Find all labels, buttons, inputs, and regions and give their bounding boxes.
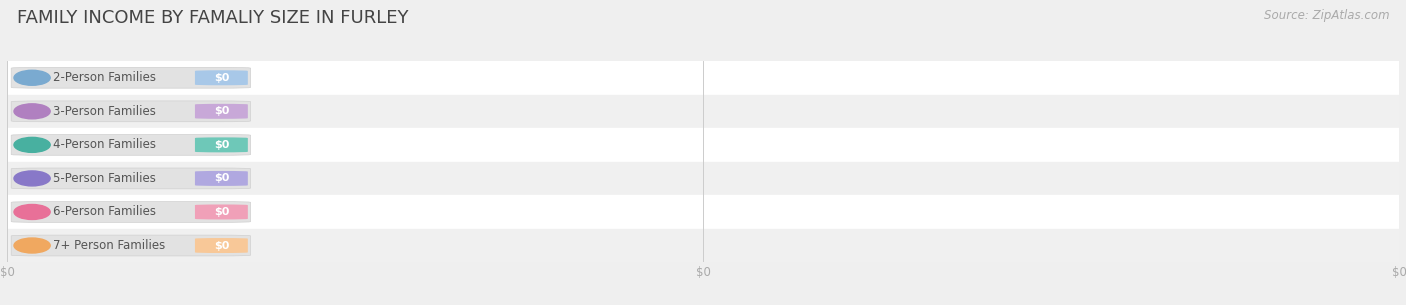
FancyBboxPatch shape: [195, 171, 247, 186]
Bar: [7, 195, 1399, 229]
Text: $0: $0: [214, 73, 229, 83]
Ellipse shape: [14, 104, 51, 119]
FancyBboxPatch shape: [11, 135, 250, 155]
FancyBboxPatch shape: [11, 168, 250, 189]
Text: 3-Person Families: 3-Person Families: [53, 105, 156, 118]
FancyBboxPatch shape: [11, 202, 250, 222]
Bar: [7, 229, 1399, 262]
Bar: [7, 162, 1399, 195]
FancyBboxPatch shape: [11, 67, 250, 88]
Bar: [7, 128, 1399, 162]
Ellipse shape: [14, 238, 51, 253]
Text: 6-Person Families: 6-Person Families: [53, 206, 156, 218]
Ellipse shape: [14, 70, 51, 85]
Text: 7+ Person Families: 7+ Person Families: [53, 239, 166, 252]
Ellipse shape: [14, 204, 51, 220]
Bar: [7, 95, 1399, 128]
Text: 2-Person Families: 2-Person Families: [53, 71, 156, 84]
Text: Source: ZipAtlas.com: Source: ZipAtlas.com: [1264, 9, 1389, 22]
FancyBboxPatch shape: [11, 101, 250, 122]
Text: 4-Person Families: 4-Person Families: [53, 138, 156, 151]
Text: FAMILY INCOME BY FAMALIY SIZE IN FURLEY: FAMILY INCOME BY FAMALIY SIZE IN FURLEY: [17, 9, 408, 27]
Text: $0: $0: [214, 174, 229, 183]
FancyBboxPatch shape: [195, 238, 247, 253]
Text: 5-Person Families: 5-Person Families: [53, 172, 156, 185]
Text: $0: $0: [214, 241, 229, 250]
FancyBboxPatch shape: [195, 204, 247, 220]
FancyBboxPatch shape: [11, 235, 250, 256]
Text: $0: $0: [214, 140, 229, 150]
Text: $0: $0: [214, 106, 229, 116]
Bar: [7, 61, 1399, 95]
FancyBboxPatch shape: [195, 137, 247, 152]
Ellipse shape: [14, 137, 51, 152]
Ellipse shape: [14, 171, 51, 186]
FancyBboxPatch shape: [195, 104, 247, 119]
FancyBboxPatch shape: [195, 70, 247, 85]
Text: $0: $0: [214, 207, 229, 217]
